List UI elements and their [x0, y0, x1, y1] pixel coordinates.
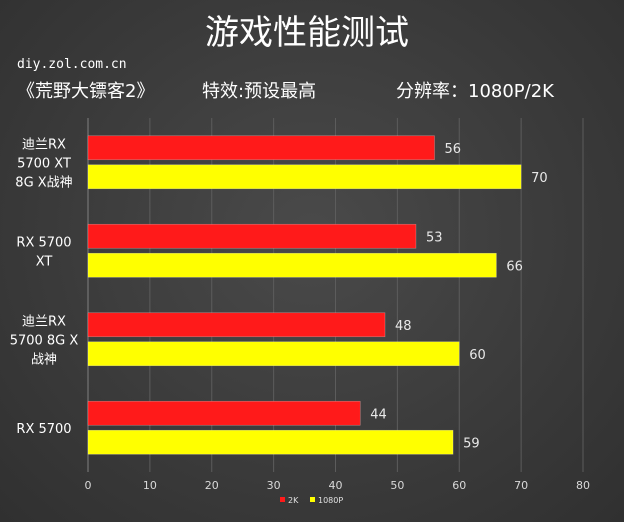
x-tick-label: 80 [576, 479, 590, 492]
bar-value-label: 48 [395, 319, 412, 334]
bar-1080p [87, 164, 522, 190]
category-label: 5700 8G X [10, 333, 79, 348]
x-tick-label: 0 [85, 479, 92, 492]
category-label: 5700 XT [17, 156, 71, 171]
category-label: RX 5700 [16, 422, 71, 437]
category-labels: 迪兰RX 5700 XT 8G X战神 RX 5700 XT 迪兰RX 5700 8G X 战… [10, 137, 79, 437]
category-label: RX 5700 [16, 235, 71, 250]
category-label: 迪兰RX [22, 137, 66, 152]
bars: 56 70 53 66 48 60 44 59 [87, 135, 548, 455]
bar-value-label: 44 [370, 407, 387, 422]
legend-label: 1080P [318, 496, 343, 505]
bar-2k [87, 400, 361, 426]
bar-2k [87, 223, 417, 249]
bar-1080p [87, 341, 460, 367]
bar-value-label: 60 [469, 348, 486, 363]
subtitle-resolution: 分辨率：1080P/2K [396, 81, 555, 102]
bar-value-label: 66 [506, 259, 523, 274]
category-label: 战神 [31, 352, 57, 367]
x-tick-label: 10 [143, 479, 157, 492]
x-tick-label: 50 [390, 479, 404, 492]
category-label: 8G X战神 [15, 175, 72, 190]
bar-value-label: 70 [531, 171, 548, 186]
legend-label: 2K [288, 496, 299, 505]
legend-swatch-1080p [310, 497, 315, 502]
legend-swatch-2k [280, 497, 285, 502]
x-tick-label: 60 [452, 479, 466, 492]
bar-value-label: 56 [445, 142, 462, 157]
chart-title: 游戏性能测试 [205, 13, 409, 53]
x-axis-ticks: 0 10 20 30 40 50 60 70 80 [85, 479, 591, 492]
legend: 2K 1080P [280, 496, 343, 505]
bar-value-label: 59 [463, 436, 480, 451]
bar-2k [87, 312, 386, 338]
x-tick-label: 70 [514, 479, 528, 492]
bar-1080p [87, 429, 454, 455]
category-label: 迪兰RX [22, 314, 66, 329]
bar-2k [87, 135, 435, 161]
x-tick-label: 40 [329, 479, 343, 492]
x-tick-label: 20 [205, 479, 219, 492]
subtitle-game: 《荒野大镖客2》 [17, 81, 154, 102]
subtitle-effects: 特效:预设最高 [202, 81, 316, 102]
site-watermark: diy.zol.com.cn [17, 57, 127, 72]
x-tick-label: 30 [267, 479, 281, 492]
category-label: XT [36, 254, 53, 269]
bar-value-label: 53 [426, 230, 443, 245]
bar-1080p [87, 252, 497, 278]
